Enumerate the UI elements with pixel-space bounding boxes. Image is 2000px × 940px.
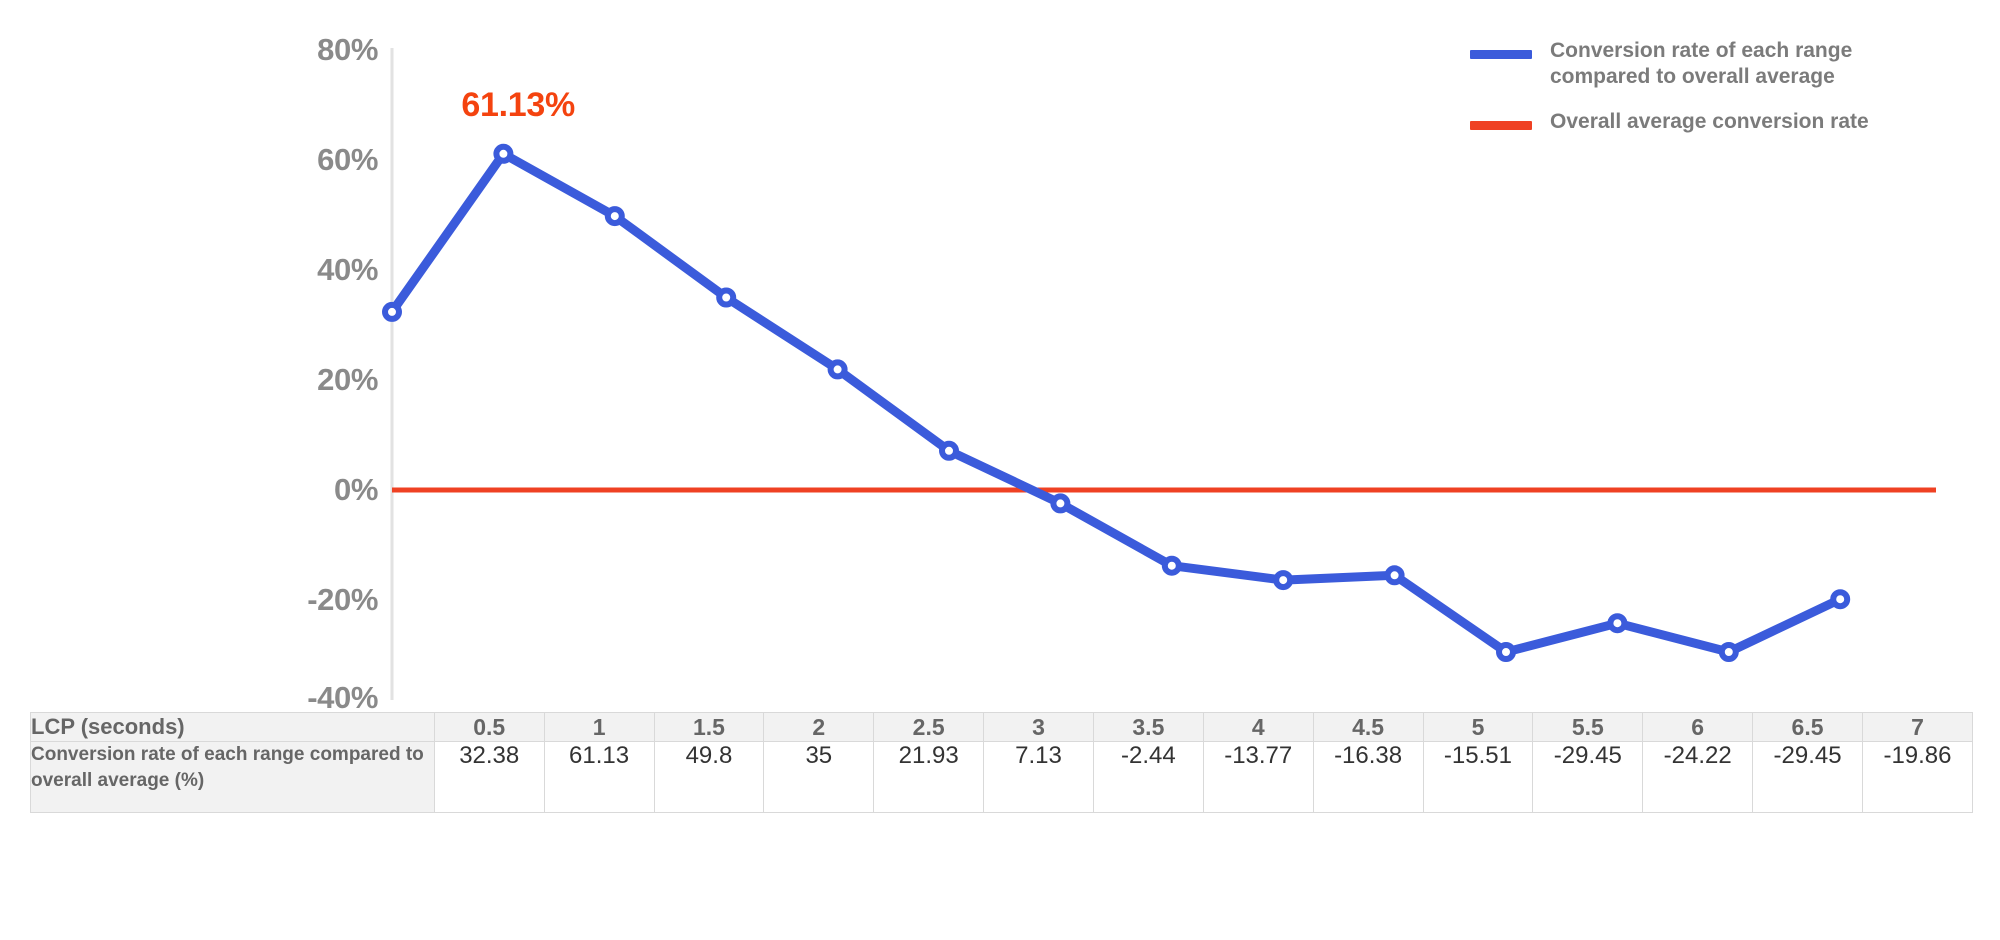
table-header-cell: 6.5 (1752, 712, 1863, 742)
conversion-rate-line (387, 149, 1845, 657)
data-point-marker (1830, 589, 1851, 610)
chart-plot-area: 80% 60% 40% 20% 0% -20% -40% 61.13% Conv… (268, 0, 1990, 715)
table-data-cell: 35 (763, 741, 875, 813)
table-data-cell: -29.45 (1532, 741, 1644, 813)
data-point-markers (382, 143, 1851, 662)
y-tick-20: 20% (317, 362, 378, 397)
data-point-marker (1384, 565, 1405, 586)
table-header-cell: 7 (1861, 712, 1974, 742)
legend-item-overall-average: Overall average conversion rate (1470, 109, 1990, 135)
table-header-cell: 6 (1642, 712, 1754, 742)
data-point-marker (1050, 493, 1071, 514)
data-point-marker (1496, 642, 1516, 662)
data-point-marker (716, 287, 737, 308)
y-axis: 80% 60% 40% 20% 0% -20% -40% (268, 0, 378, 715)
table-row-label: Conversion rate of each range compared t… (30, 741, 435, 813)
table-header-cell: 1 (543, 712, 655, 742)
data-point-marker (827, 359, 848, 380)
y-tick-0: 0% (333, 472, 378, 507)
table-header-cell: 3.5 (1092, 712, 1204, 742)
table-data-cell: 7.13 (983, 741, 1094, 813)
table-data-cell: -2.44 (1092, 741, 1204, 813)
table-header-cell: 1.5 (653, 712, 765, 742)
table-header-cell: 2.5 (873, 712, 985, 742)
table-data-cell: -15.51 (1422, 741, 1534, 813)
table-data-cell: 49.8 (653, 741, 765, 813)
chart-legend: Conversion rate of each range compared t… (1470, 38, 1990, 153)
line-chart-svg (382, 48, 1936, 700)
data-point-marker (1161, 555, 1182, 576)
line-swatch-icon (1470, 120, 1532, 130)
data-point-marker (493, 143, 514, 164)
table-header-cell: 0.5 (433, 712, 545, 742)
table-row: Conversion rate of each range compared t… (30, 741, 1974, 813)
table-data-cell: 32.38 (433, 741, 545, 813)
y-tick-80: 80% (317, 32, 378, 67)
table-header-cell: 4 (1202, 712, 1314, 742)
data-point-marker (1607, 613, 1628, 634)
table-data-cell: 21.93 (873, 741, 985, 813)
table-header-cell: 3 (983, 712, 1094, 742)
table-data-cell: -13.77 (1202, 741, 1314, 813)
table-header-lcp: LCP (seconds) (30, 712, 435, 742)
peak-value-annotation: 61.13% (461, 85, 575, 124)
table-header-cell: 2 (763, 712, 875, 742)
legend-item-conversion-rate: Conversion rate of each range compared t… (1470, 38, 1990, 91)
y-tick-neg40: -40% (307, 680, 378, 715)
data-point-marker (939, 440, 959, 461)
legend-label-overall-average: Overall average conversion rate (1550, 109, 1869, 133)
table-data-cell: -29.45 (1752, 741, 1863, 813)
data-point-marker (382, 301, 402, 322)
table-data-cell: -19.86 (1861, 741, 1974, 813)
data-point-marker (1718, 642, 1739, 662)
table-header-cell: 4.5 (1312, 712, 1424, 742)
table-header-cell: 5.5 (1532, 712, 1644, 742)
table-data-cell: -24.22 (1642, 741, 1754, 813)
y-tick-60: 60% (317, 142, 378, 177)
y-tick-neg20: -20% (307, 582, 378, 617)
data-point-marker (1273, 570, 1294, 591)
data-table: LCP (seconds) 0.5 1 1.5 2 2.5 3 3.5 4 4.5 5 5.5 6 6.… (30, 712, 1974, 813)
table-header-row: LCP (seconds) 0.5 1 1.5 2 2.5 3 3.5 4 4.5 5 5.5 6 6.… (30, 712, 1974, 742)
table-data-cell: -16.38 (1312, 741, 1424, 813)
legend-label-conversion-rate: Conversion rate of each range compared t… (1550, 39, 1853, 89)
line-swatch-icon (1470, 50, 1532, 59)
table-data-cell: 61.13 (543, 741, 655, 813)
data-point-marker (604, 206, 625, 227)
table-header-cell: 5 (1422, 712, 1534, 742)
y-tick-40: 40% (317, 252, 378, 287)
